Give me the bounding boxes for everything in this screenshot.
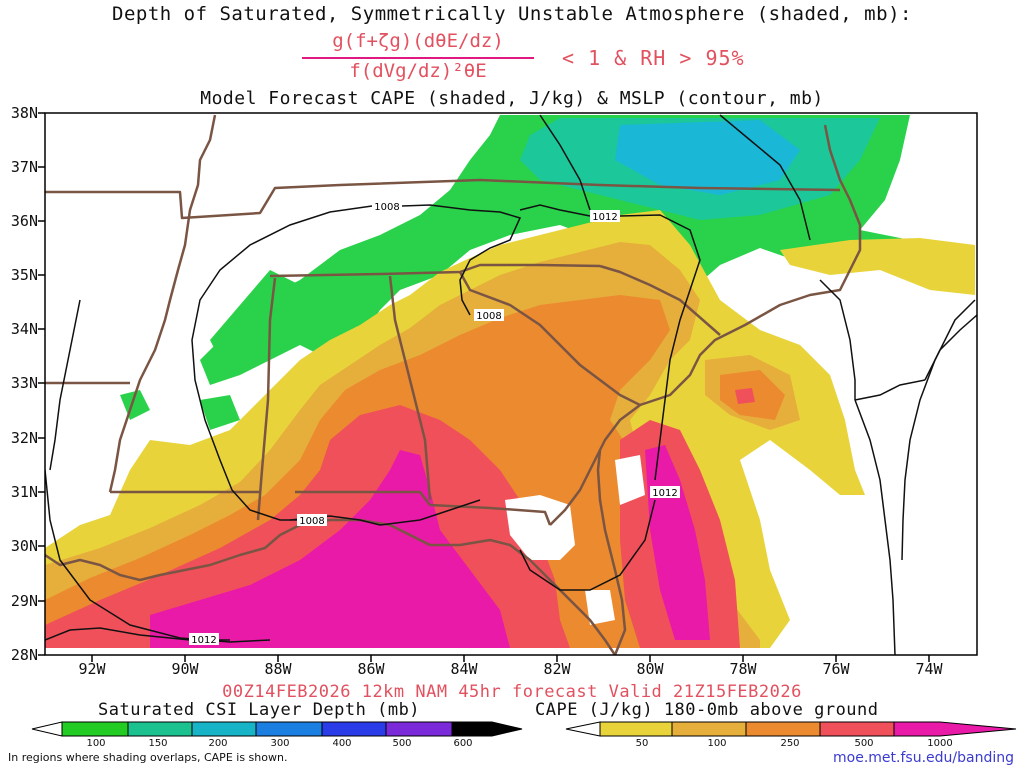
lon-label: 82W <box>543 660 571 678</box>
lon-label: 76W <box>822 660 850 678</box>
lat-label: 30N <box>10 537 38 555</box>
lat-label: 32N <box>10 429 38 447</box>
isobar-label: 1008 <box>374 202 399 213</box>
cape-tick-label: 1000 <box>927 738 953 749</box>
csi-tick-label: 300 <box>270 738 290 749</box>
cape-magenta <box>150 450 510 648</box>
cape-tick-label: 500 <box>854 738 874 749</box>
formula-numerator: g(f+ζg)(dθE/dz) <box>332 30 504 52</box>
cape-colorbar <box>565 721 1017 737</box>
cape-red-spot <box>735 388 755 404</box>
mslp-isobars <box>45 114 977 655</box>
cape-tick-label: 50 <box>635 738 649 749</box>
csi-colorbar <box>31 721 523 737</box>
forecast-valid-time: 00Z14FEB2026 12km NAM 45hr forecast Vali… <box>222 682 802 702</box>
lat-label: 35N <box>10 266 38 284</box>
cape-tick-label: 100 <box>707 738 727 749</box>
lon-label: 78W <box>729 660 757 678</box>
isobar-label-group: 1008 1012 1008 1012 1008 1012 <box>189 200 680 646</box>
formula-denominator: f(dVg/dz)²θE <box>349 60 487 82</box>
csi-tick-label: 100 <box>86 738 106 749</box>
lat-label: 28N <box>10 646 38 664</box>
lat-label: 29N <box>10 592 38 610</box>
lon-label: 88W <box>264 660 292 678</box>
lon-label: 80W <box>636 660 664 678</box>
lon-label: 84W <box>450 660 478 678</box>
cape-yellow-northeast <box>780 238 975 295</box>
lon-label: 74W <box>915 660 943 678</box>
formula-condition: < 1 & RH > 95% <box>562 46 745 70</box>
lat-label: 36N <box>10 212 38 230</box>
chart-title: Depth of Saturated, Symmetrically Unstab… <box>112 3 912 25</box>
latitude-ticks <box>38 112 45 656</box>
cape-colorbar-title: CAPE (J/kg) 180-0mb above ground <box>535 700 879 720</box>
chart-subtitle: Model Forecast CAPE (shaded, J/kg) & MSL… <box>200 88 824 109</box>
source-link[interactable]: moe.met.fsu.edu/banding <box>833 750 1014 766</box>
longitude-ticks <box>91 655 930 662</box>
isobar-label: 1012 <box>592 212 617 223</box>
csi-tick-label: 150 <box>148 738 168 749</box>
lat-label: 34N <box>10 320 38 338</box>
no-shading-area <box>585 590 615 625</box>
csi-tick-label: 600 <box>453 738 473 749</box>
csi-tick-label: 200 <box>208 738 228 749</box>
no-shading-area <box>615 455 645 505</box>
csi-shading-west <box>210 270 300 360</box>
csi-shading-small <box>120 390 240 430</box>
lat-label: 31N <box>10 483 38 501</box>
csi-shading-cyan <box>615 120 800 195</box>
isobar-label: 1008 <box>299 516 324 527</box>
isobar-label: 1012 <box>652 488 677 499</box>
isobar-label: 1012 <box>191 635 216 646</box>
lat-label: 37N <box>10 158 38 176</box>
overlap-note: In regions where shading overlaps, CAPE … <box>8 751 288 764</box>
map-frame <box>44 112 978 656</box>
state-boundaries <box>45 114 862 655</box>
formula-fraction-bar <box>302 57 534 59</box>
lon-label: 90W <box>171 660 199 678</box>
lat-label: 38N <box>10 104 38 122</box>
lat-label: 33N <box>10 374 38 392</box>
lon-label: 86W <box>357 660 385 678</box>
cape-tick-label: 250 <box>780 738 800 749</box>
isobar-label: 1008 <box>476 311 501 322</box>
csi-tick-label: 400 <box>332 738 352 749</box>
csi-colorbar-title: Saturated CSI Layer Depth (mb) <box>98 700 421 720</box>
csi-tick-label: 500 <box>392 738 412 749</box>
lon-label: 92W <box>78 660 106 678</box>
